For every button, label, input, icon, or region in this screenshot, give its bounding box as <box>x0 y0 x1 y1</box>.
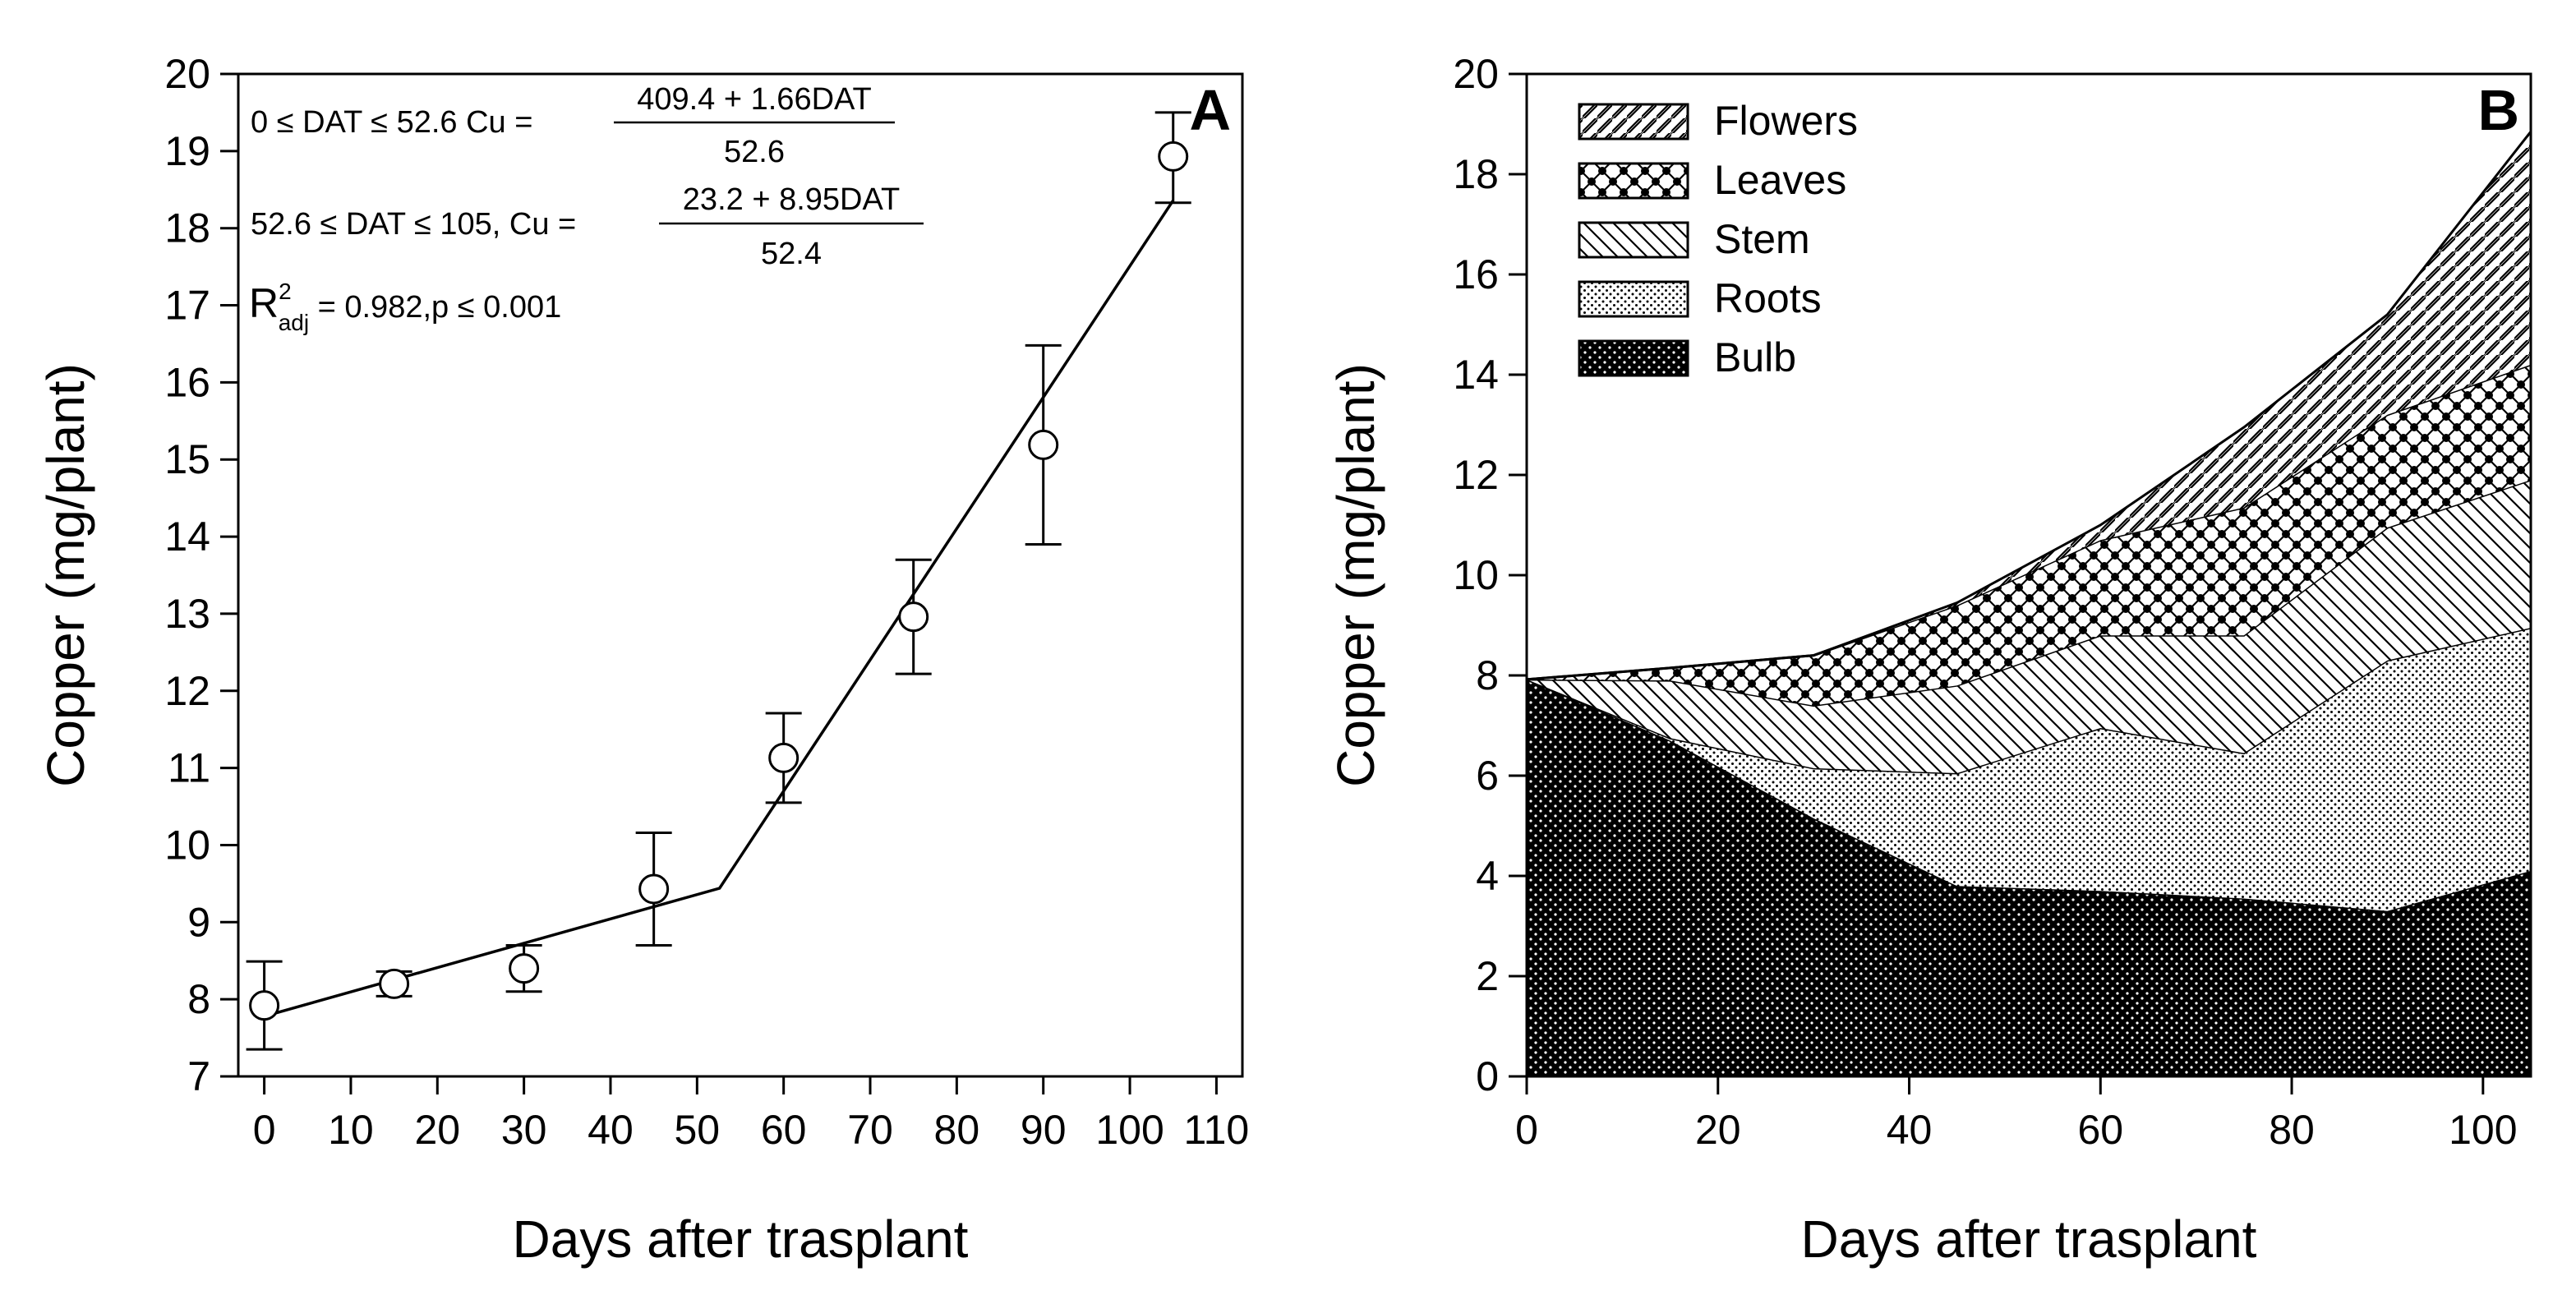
y-tick-label-b: 20 <box>1453 51 1499 97</box>
equation-2-condition: 52.6 ≤ DAT ≤ 105, Cu = <box>251 207 576 242</box>
y-tick-label-b: 16 <box>1453 251 1499 297</box>
data-point <box>379 968 410 999</box>
data-point <box>768 742 800 773</box>
y-tick-label-a: 13 <box>164 591 210 637</box>
x-axis-label-a: Days after trasplant <box>513 1210 969 1269</box>
fit-line <box>264 199 1175 1018</box>
x-tick-label-a: 20 <box>414 1107 460 1153</box>
x-tick-label-b: 60 <box>2077 1107 2123 1153</box>
y-tick-label-a: 15 <box>164 436 210 482</box>
x-tick-label-a: 40 <box>588 1107 634 1153</box>
equation-1-numerator: 409.4 + 1.66DAT <box>637 82 872 117</box>
y-tick-label-a: 8 <box>187 976 210 1022</box>
x-axis-label-b: Days after trasplant <box>1801 1210 2257 1269</box>
area-roots <box>1527 628 2531 911</box>
y-tick-label-b: 6 <box>1476 753 1499 799</box>
legend-label-stem: Stem <box>1714 216 1810 262</box>
y-tick-label-a: 17 <box>164 283 210 329</box>
r-squared-annotation: R2 adj = 0.982,p ≤ 0.001 <box>249 279 561 335</box>
equation-2-numerator: 23.2 + 8.95DAT <box>683 182 900 217</box>
y-tick-label-a: 14 <box>164 514 210 560</box>
equation-1-denominator: 52.6 <box>724 135 785 169</box>
data-point <box>1028 429 1059 460</box>
legend-label-bulb: Bulb <box>1714 334 1796 380</box>
y-tick-label-a: 12 <box>164 668 210 714</box>
x-tick-label-b: 80 <box>2269 1107 2315 1153</box>
x-tick-label-b: 0 <box>1515 1107 1538 1153</box>
x-tick-label-a: 10 <box>328 1107 374 1153</box>
panel-label-a: A <box>1189 78 1231 142</box>
y-tick-label-a: 10 <box>164 822 210 868</box>
x-tick-label-b: 100 <box>2449 1107 2517 1153</box>
y-tick-label-b: 4 <box>1476 853 1499 899</box>
legend-swatch-bulb <box>1578 339 1689 377</box>
legend-label-flowers: Flowers <box>1714 98 1858 144</box>
y-tick-label-a: 20 <box>164 51 210 97</box>
y-tick-label-a: 7 <box>187 1053 210 1099</box>
y-axis-label-b: Copper (mg/plant) <box>1326 363 1385 787</box>
legend-label-leaves: Leaves <box>1714 157 1846 203</box>
x-tick-label-a: 60 <box>761 1107 807 1153</box>
legend-swatch-flowers <box>1578 103 1689 141</box>
x-tick-label-a: 0 <box>253 1107 276 1153</box>
x-tick-label-a: 30 <box>501 1107 547 1153</box>
y-tick-label-a: 19 <box>164 128 210 174</box>
chart-panel-a: 7 8 9 10 11 12 13 14 15 16 17 18 19 20 0 10 20 30 40 50 60 70… <box>36 51 1249 1269</box>
data-point <box>509 953 540 984</box>
x-tick-label-b: 20 <box>1695 1107 1741 1153</box>
data-point <box>1158 141 1189 172</box>
x-tick-label-a: 80 <box>934 1107 980 1153</box>
x-tick-label-a: 100 <box>1095 1107 1164 1153</box>
y-tick-label-a: 16 <box>164 359 210 405</box>
chart-panel-b: 0 2 4 6 8 10 12 14 16 18 20 0 20 40 60 80 100 Days after … <box>1326 51 2532 1269</box>
data-point <box>898 601 929 633</box>
legend-label-roots: Roots <box>1714 275 1822 321</box>
y-tick-label-b: 0 <box>1476 1053 1499 1099</box>
area-bulb <box>1527 679 2531 1076</box>
data-point <box>638 873 670 905</box>
legend-swatch-roots <box>1578 280 1689 318</box>
x-tick-label-a: 90 <box>1021 1107 1067 1153</box>
y-tick-label-a: 18 <box>164 205 210 251</box>
legend-swatch-stem <box>1578 221 1689 259</box>
y-tick-label-a: 9 <box>187 899 210 945</box>
plot-frame-a <box>237 72 1244 1078</box>
y-tick-label-b: 12 <box>1453 452 1499 498</box>
y-tick-label-b: 10 <box>1453 552 1499 598</box>
y-tick-label-b: 14 <box>1453 352 1499 398</box>
x-tick-label-a: 70 <box>847 1107 893 1153</box>
y-tick-label-b: 8 <box>1476 652 1499 698</box>
area-flowers <box>1527 131 2531 680</box>
data-point <box>249 990 280 1021</box>
legend-swatch-leaves <box>1578 162 1689 200</box>
x-tick-label-a: 50 <box>675 1107 721 1153</box>
equation-1-condition: 0 ≤ DAT ≤ 52.6 Cu = <box>251 105 532 140</box>
y-tick-label-b: 18 <box>1453 151 1499 197</box>
y-axis-label-a: Copper (mg/plant) <box>36 363 95 787</box>
area-boundary-flowers <box>1526 131 2532 681</box>
equation-2-denominator: 52.4 <box>761 237 822 271</box>
x-tick-label-b: 40 <box>1887 1107 1933 1153</box>
y-tick-label-b: 2 <box>1476 953 1499 999</box>
x-tick-label-a: 110 <box>1184 1107 1250 1153</box>
panel-label-b: B <box>2477 78 2519 142</box>
y-tick-label-a: 11 <box>168 745 210 791</box>
